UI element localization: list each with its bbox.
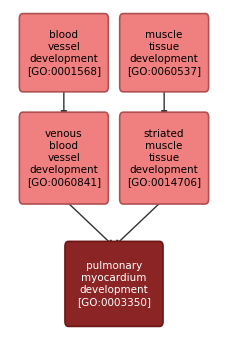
Text: venous
blood
vessel
development
[GO:0060841]: venous blood vessel development [GO:0060… — [27, 129, 101, 187]
FancyBboxPatch shape — [19, 112, 108, 204]
Text: muscle
tissue
development
[GO:0060537]: muscle tissue development [GO:0060537] — [126, 30, 200, 76]
FancyBboxPatch shape — [19, 14, 108, 92]
FancyBboxPatch shape — [119, 14, 208, 92]
FancyBboxPatch shape — [119, 112, 208, 204]
Text: pulmonary
myocardium
development
[GO:0003350]: pulmonary myocardium development [GO:000… — [77, 261, 150, 307]
Text: blood
vessel
development
[GO:0001568]: blood vessel development [GO:0001568] — [27, 30, 101, 76]
FancyBboxPatch shape — [65, 241, 162, 326]
Text: striated
muscle
tissue
development
[GO:0014706]: striated muscle tissue development [GO:0… — [126, 129, 200, 187]
